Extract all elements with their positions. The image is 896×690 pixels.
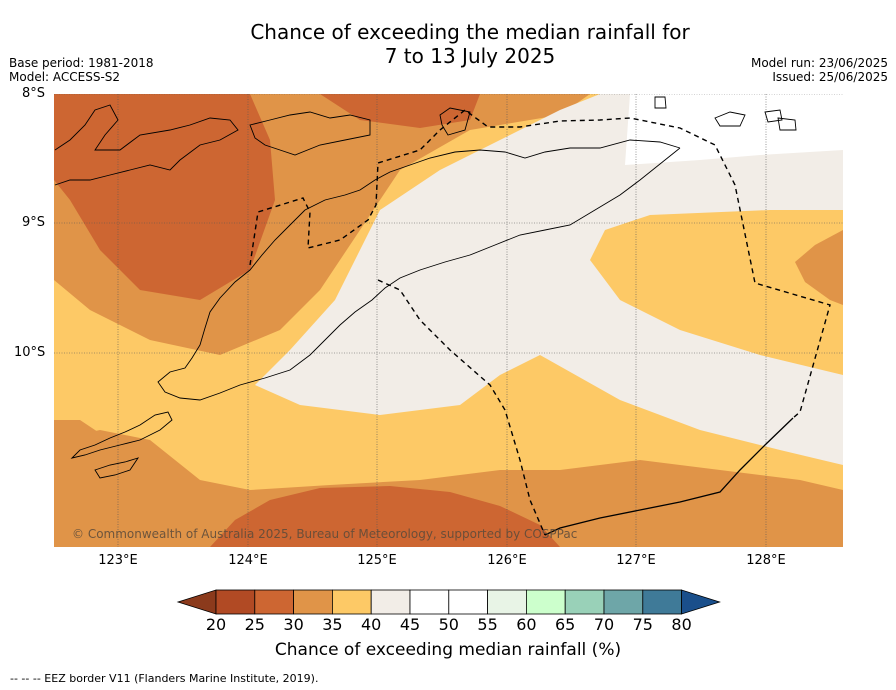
colorbar-tick-label: 45 xyxy=(399,615,421,634)
colorbar-tick-label: 65 xyxy=(555,615,576,634)
colorbar-title: Chance of exceeding median rainfall (%) xyxy=(274,640,622,660)
lon-label-128e: 128°E xyxy=(746,553,786,568)
issued-date: Issued: 25/06/2025 xyxy=(772,70,888,84)
lon-label-123e: 123°E xyxy=(98,553,138,568)
lon-label-124e: 124°E xyxy=(228,553,268,568)
model-name: Model: ACCESS-S2 xyxy=(9,70,121,84)
region-30-35-east xyxy=(795,230,843,305)
colorbar-swatch xyxy=(370,589,411,615)
colorbar-extend-low xyxy=(176,589,217,615)
region-25-30-south xyxy=(210,486,560,547)
copyright-notice: © Commonwealth of Australia 2025, Bureau… xyxy=(72,527,578,541)
colorbar-swatch xyxy=(293,589,333,615)
region-40-45-central xyxy=(255,94,843,465)
colorbar-swatch xyxy=(564,589,605,615)
region-25-30-northwest xyxy=(54,94,275,300)
colorbar-swatch xyxy=(331,589,372,615)
colorbar-tick-label: 20 xyxy=(205,615,227,634)
eez-legend-note: -- -- -- EEZ border V11 (Flanders Marine… xyxy=(10,672,319,685)
lat-label-10s: 10°S xyxy=(14,345,46,360)
coastlines xyxy=(54,96,797,479)
colorbar-swatch xyxy=(215,589,256,615)
colorbar-tick-label: 40 xyxy=(361,615,382,634)
colorbar-swatch xyxy=(409,589,450,615)
lon-label-126e: 126°E xyxy=(487,553,527,568)
title-line-2: 7 to 13 July 2025 xyxy=(384,44,556,68)
colorbar-tick-label: 30 xyxy=(283,615,304,634)
colorbar-swatch xyxy=(487,589,527,615)
lon-label-125e: 125°E xyxy=(357,553,397,568)
colorbar-swatch xyxy=(603,589,644,615)
lat-label-8s: 8°S xyxy=(22,86,46,101)
colorbar-tick-label: 25 xyxy=(244,615,265,634)
eez-border xyxy=(249,109,831,536)
base-period: Base period: 1981-2018 xyxy=(9,56,154,70)
region-25-30-north xyxy=(320,94,480,128)
colorbar-tick-label: 50 xyxy=(438,615,459,634)
title-line-1: Chance of exceeding the median rainfall … xyxy=(250,20,690,44)
eez-border-solid xyxy=(544,417,794,536)
model-run: Model run: 23/06/2025 xyxy=(750,56,888,70)
lat-label-9s: 9°S xyxy=(22,215,46,230)
colorbar-tick-label: 80 xyxy=(671,615,692,634)
colorbar-swatch xyxy=(448,589,488,615)
region-30-35-southwest xyxy=(54,420,110,450)
colorbar-swatch xyxy=(254,589,295,615)
lon-label-127e: 127°E xyxy=(616,553,656,568)
colorbar-tick-label: 35 xyxy=(322,615,343,634)
colorbar-tick-label: 55 xyxy=(477,615,498,634)
colorbar-tick-label: 70 xyxy=(593,615,615,634)
colorbar-extend-high xyxy=(681,589,721,615)
colorbar-tick-label: 60 xyxy=(516,615,537,634)
colorbar-swatch xyxy=(526,589,566,615)
map-fill-layer xyxy=(54,94,843,547)
colorbar-tick-label: 75 xyxy=(632,615,653,634)
region-45-55-northeast xyxy=(625,94,843,165)
map-title: Chance of exceeding the median rainfall … xyxy=(0,20,896,68)
colorbar-swatch xyxy=(642,589,682,615)
